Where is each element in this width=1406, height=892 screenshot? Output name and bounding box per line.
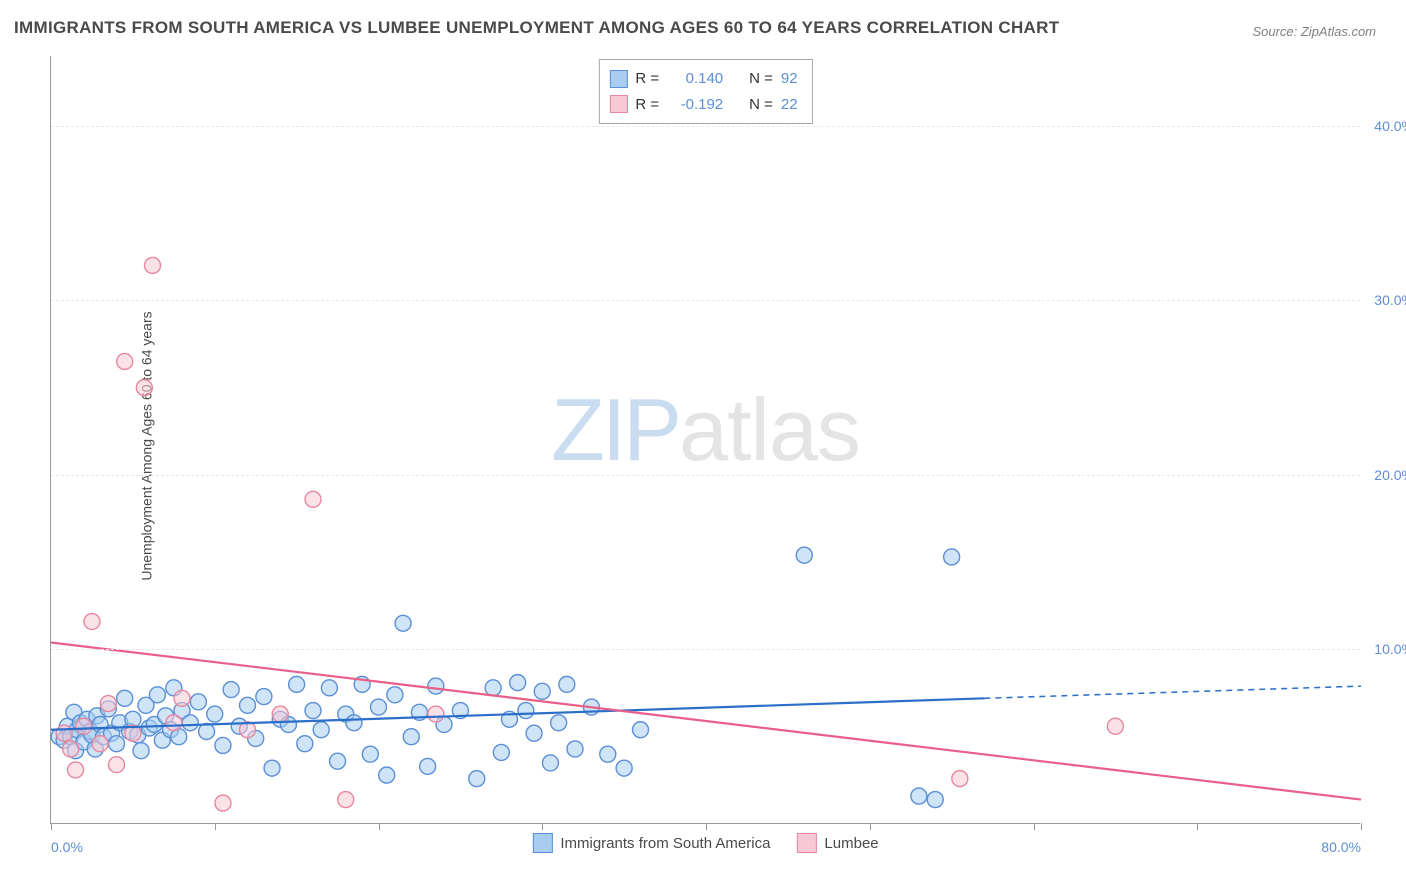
- plot-area: ZIPatlas R = 0.140 N = 92 R = -0.192 N =…: [50, 56, 1360, 824]
- legend-label-series1: Immigrants from South America: [560, 835, 770, 852]
- legend-label-series2: Lumbee: [824, 835, 878, 852]
- stats-r-label: R =: [635, 92, 659, 118]
- stats-row-series2: R = -0.192 N = 22: [609, 92, 797, 118]
- correlation-stats-box: R = 0.140 N = 92 R = -0.192 N = 22: [598, 59, 812, 124]
- x-tick: [1197, 823, 1198, 830]
- x-tick: [706, 823, 707, 830]
- y-tick-label: 10.0%: [1374, 641, 1406, 657]
- stats-n-value-1: 92: [781, 66, 798, 92]
- stats-n-label: N =: [749, 92, 773, 118]
- stats-swatch-series1: [609, 70, 627, 88]
- x-tick: [870, 823, 871, 830]
- gridline: [51, 126, 1360, 127]
- y-tick-label: 30.0%: [1374, 292, 1406, 308]
- x-tick: [215, 823, 216, 830]
- stats-r-value-1: 0.140: [667, 66, 723, 92]
- gridline: [51, 475, 1360, 476]
- stats-row-series1: R = 0.140 N = 92: [609, 66, 797, 92]
- stats-n-label: N =: [749, 66, 773, 92]
- x-tick: [1361, 823, 1362, 830]
- x-tick: [51, 823, 52, 830]
- y-tick-label: 40.0%: [1374, 118, 1406, 134]
- correlation-chart: IMMIGRANTS FROM SOUTH AMERICA VS LUMBEE …: [0, 0, 1406, 892]
- source-attribution: Source: ZipAtlas.com: [1252, 24, 1376, 39]
- stats-r-value-2: -0.192: [667, 92, 723, 118]
- legend-item-series1: Immigrants from South America: [532, 833, 770, 853]
- gridline: [51, 649, 1360, 650]
- x-tick-label-max: 80.0%: [1321, 839, 1361, 855]
- legend-swatch-series1: [532, 833, 552, 853]
- chart-title: IMMIGRANTS FROM SOUTH AMERICA VS LUMBEE …: [14, 18, 1059, 38]
- x-tick: [379, 823, 380, 830]
- gridline: [51, 300, 1360, 301]
- stats-n-value-2: 22: [781, 92, 798, 118]
- x-tick-label-min: 0.0%: [51, 839, 83, 855]
- stats-r-label: R =: [635, 66, 659, 92]
- x-tick: [1034, 823, 1035, 830]
- legend-item-series2: Lumbee: [796, 833, 878, 853]
- x-tick: [542, 823, 543, 830]
- bottom-legend: Immigrants from South America Lumbee: [532, 833, 878, 853]
- y-tick-label: 20.0%: [1374, 467, 1406, 483]
- legend-swatch-series2: [796, 833, 816, 853]
- stats-swatch-series2: [609, 95, 627, 113]
- scatter-svg: [51, 56, 1360, 823]
